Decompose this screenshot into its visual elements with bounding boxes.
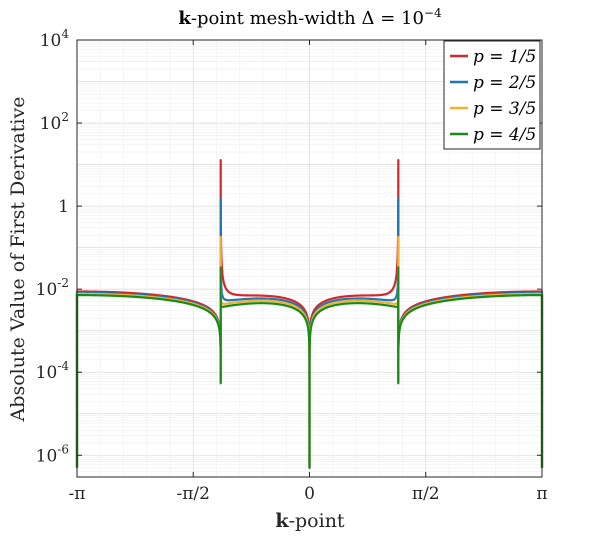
x-tick-label: -π/2: [177, 484, 210, 504]
title-exponent: −4: [424, 6, 442, 20]
series-layer: [75, 158, 544, 469]
y-tick-label: 10-4: [36, 359, 70, 383]
legend-box: [443, 40, 541, 150]
x-tick-label: 0: [304, 484, 315, 504]
title-bold: k: [178, 8, 191, 29]
xlabel-bold: k: [275, 510, 289, 532]
y-tick-label: 10-2: [36, 276, 69, 300]
x-tick-label: π/2: [412, 484, 440, 504]
x-axis-label: k-point: [275, 510, 345, 532]
y-tick-label: 10-6: [36, 442, 69, 466]
xlabel-rest: -point: [289, 510, 345, 532]
y-axis-label: Absolute Value of First Derivative: [7, 97, 29, 423]
y-tick-label: 104: [40, 27, 70, 51]
legend-label-4: p = 4/5: [473, 125, 536, 145]
x-tick-label: -π: [69, 484, 86, 504]
legend-label-3: p = 3/5: [473, 99, 536, 119]
y-tick-label: 1: [58, 197, 69, 217]
ticks-layer: -π -π/2 0 π/2 π 104 102 1 10-2 10-4 10-6: [36, 27, 548, 504]
y-tick-label: 102: [40, 110, 69, 134]
x-tick-label: π: [536, 484, 547, 504]
chart-title: k-point mesh-width Δ = 10−4: [178, 6, 442, 29]
legend: p = 1/5 p = 2/5 p = 3/5 p = 4/5: [443, 40, 541, 150]
legend-label-1: p = 1/5: [473, 47, 536, 67]
series-line-4: [75, 266, 544, 469]
title-rest: -point mesh-width Δ = 10: [191, 8, 424, 29]
legend-label-2: p = 2/5: [473, 73, 536, 93]
